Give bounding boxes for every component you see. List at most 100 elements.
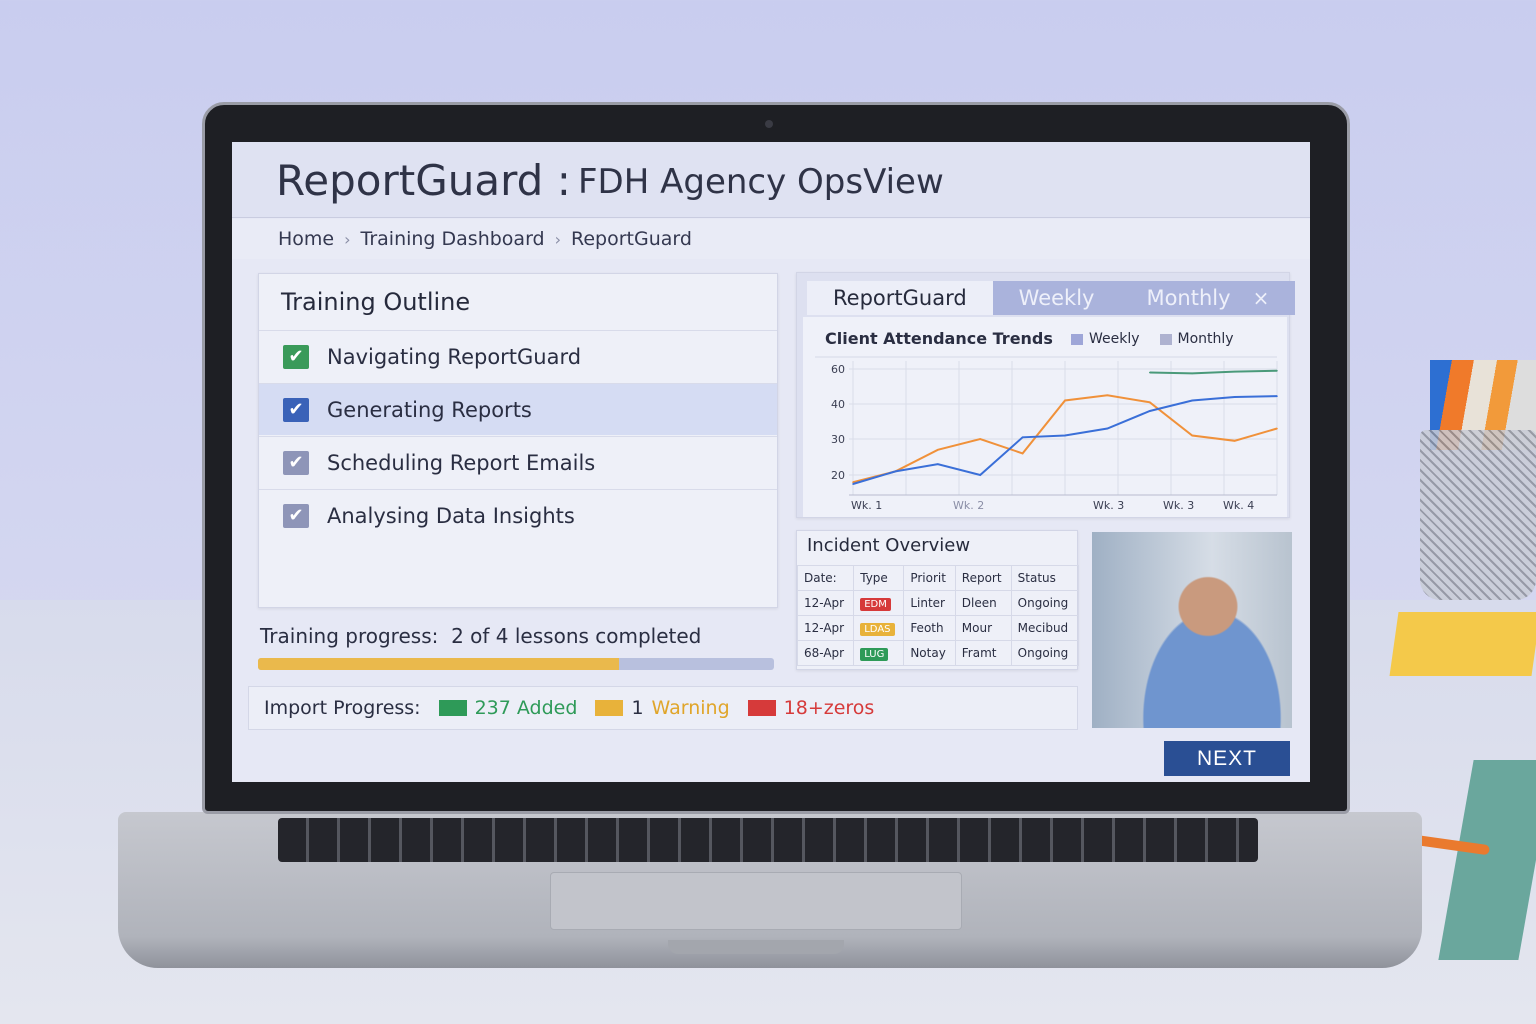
chart-tabs: ReportGuard Weekly Monthly × <box>807 281 1296 315</box>
data-point <box>1233 370 1236 373</box>
checkbox-checked-icon[interactable]: ✔ <box>283 397 309 422</box>
cell-priority: Notay <box>903 640 956 666</box>
error-count: 18+zeros <box>783 697 875 719</box>
data-point <box>1149 401 1151 404</box>
table-row[interactable]: 12-Apr EDM Linter Dleen Ongoing <box>796 590 1080 616</box>
chart-legend: Weekly Monthly <box>1071 331 1234 347</box>
x-tick-label: Wk. 3 <box>1163 499 1194 512</box>
app-name-text: ReportGuard <box>276 156 544 205</box>
pen-cup <box>1420 430 1536 600</box>
outline-item-label: Scheduling Report Emails <box>327 450 596 475</box>
next-button[interactable]: NEXT <box>1164 741 1290 776</box>
cell-type: LUG <box>853 640 905 666</box>
outline-item[interactable]: ✔ Analysing Data Insights <box>259 489 777 541</box>
checkbox-checked-icon[interactable]: ✔ <box>283 450 309 475</box>
chevron-right-icon: › <box>344 229 351 249</box>
added-count: 237 Added <box>474 697 578 719</box>
laptop-notch <box>668 940 844 954</box>
data-point <box>1233 440 1236 442</box>
cell-report: Mour <box>954 615 1012 641</box>
tab-monthly[interactable]: Monthly × <box>1120 281 1296 315</box>
breadcrumb-home[interactable]: Home <box>278 228 335 250</box>
outline-item-label: Generating Reports <box>327 397 532 422</box>
checkbox-checked-icon[interactable]: ✔ <box>283 503 309 528</box>
cell-status: Mecibud <box>1010 615 1080 641</box>
outline-item[interactable]: ✔ Navigating ReportGuard <box>259 330 777 382</box>
data-point <box>1149 371 1151 374</box>
data-point <box>1276 427 1278 430</box>
data-point <box>1191 434 1193 437</box>
tab-reportguard[interactable]: ReportGuard <box>807 281 993 315</box>
warning-label: Warning <box>651 697 730 719</box>
x-tick-label: Wk. 2 <box>953 499 984 512</box>
title-separator: : <box>556 156 571 205</box>
breadcrumb-training-dashboard[interactable]: Training Dashboard <box>360 228 545 250</box>
outline-item-label: Analysing Data Insights <box>327 503 575 528</box>
sticky-notes <box>1389 612 1536 676</box>
cell-status: Ongoing <box>1010 640 1080 666</box>
cell-type: EDM <box>853 590 905 616</box>
warning-swatch <box>595 700 624 716</box>
progress-fill <box>258 658 620 670</box>
type-badge: EDM <box>860 598 891 611</box>
data-point <box>1191 372 1193 375</box>
outline-title: Training Outline <box>281 288 471 316</box>
data-point <box>1021 436 1024 439</box>
x-tick-label: Wk. 1 <box>851 499 882 512</box>
tab-monthly-label: Monthly <box>1146 286 1231 310</box>
progress-label: Training progress: <box>260 624 439 648</box>
table-row[interactable]: 68-Apr LUG Notay Framt Ongoing <box>796 640 1080 666</box>
data-point <box>937 463 939 465</box>
line-chart: 20 30 40 60 Wk. 1 Wk. 2 Wk. 3 Wk. 3 Wk. 4 <box>815 356 1278 512</box>
type-badge: LUG <box>860 648 889 661</box>
app-subtitle: FDH Agency OpsView <box>578 162 944 202</box>
title-bar: ReportGuard : FDH Agency OpsView <box>232 142 1310 218</box>
close-icon[interactable]: × <box>1252 286 1270 310</box>
data-point <box>1106 394 1109 397</box>
import-label: Import Progress: <box>264 697 421 719</box>
y-tick-label: 60 <box>831 363 845 376</box>
legend-swatch-monthly <box>1159 333 1172 345</box>
import-progress: Import Progress: 237 Added 1 Warning 18+… <box>248 686 1078 730</box>
checkbox-checked-icon[interactable]: ✔ <box>283 344 309 369</box>
y-tick-label: 30 <box>831 433 845 446</box>
data-point <box>1233 396 1236 398</box>
breadcrumb-reportguard[interactable]: ReportGuard <box>571 228 692 250</box>
data-point <box>1021 452 1024 455</box>
column-header: Status <box>1010 565 1080 591</box>
training-outline: Training Outline ✔ Navigating ReportGuard… <box>258 273 778 608</box>
app-name: ReportGuard : <box>276 156 571 205</box>
x-tick-label: Wk. 4 <box>1223 499 1254 512</box>
outline-item[interactable]: ✔ Generating Reports <box>259 383 777 435</box>
type-badge: LDAS <box>860 623 895 636</box>
incident-table: Date: Type Priorit Report Status 12-Apr EDM Lin… <box>796 565 1080 666</box>
legend-swatch-weekly <box>1071 333 1083 345</box>
tab-weekly[interactable]: Weekly <box>992 281 1121 315</box>
breadcrumb: Home › Training Dashboard › ReportGuard <box>232 219 1310 259</box>
data-point <box>852 483 854 485</box>
data-point <box>979 438 981 440</box>
outline-item[interactable]: ✔ Scheduling Report Emails <box>259 436 777 488</box>
added-swatch <box>438 700 467 716</box>
warning-count: 1 <box>631 697 644 719</box>
series-line-2 <box>1149 369 1278 375</box>
data-point <box>1064 399 1066 402</box>
data-point <box>1149 410 1151 412</box>
cell-status: Ongoing <box>1010 590 1080 616</box>
outline-item-label: Navigating ReportGuard <box>327 344 582 369</box>
trackpad <box>550 872 962 930</box>
cell-date: 12-Apr <box>796 590 855 616</box>
column-header: Type <box>853 565 905 591</box>
table-row[interactable]: 12-Apr LDAS Feoth Mour Mecibud <box>796 615 1080 641</box>
instructor-photo <box>1092 532 1292 728</box>
data-point <box>1276 395 1278 397</box>
y-tick-label: 40 <box>831 398 845 411</box>
cell-priority: Linter <box>903 590 956 616</box>
legend-monthly: Monthly <box>1177 331 1234 347</box>
column-header: Date: <box>796 565 855 591</box>
training-progress-bar <box>258 658 774 670</box>
cell-report: Framt <box>954 640 1012 666</box>
cell-type: LDAS <box>853 615 905 641</box>
incident-title: Incident Overview <box>807 535 971 556</box>
cell-date: 68-Apr <box>796 640 855 666</box>
